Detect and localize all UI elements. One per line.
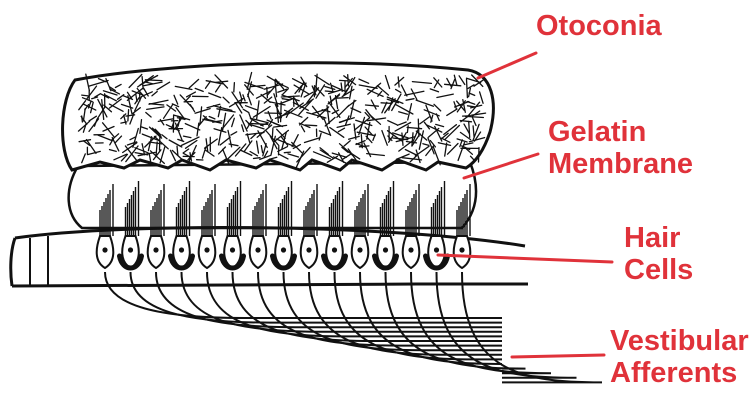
vestibular-afferents-label: Vestibular Afferents xyxy=(610,325,749,389)
otoconia-crystal xyxy=(284,152,290,153)
hair-cell-nucleus xyxy=(128,247,133,252)
otoconia-crystal xyxy=(305,125,317,126)
otoconia-crystal xyxy=(336,98,349,99)
afferents-label-line-2: Afferents xyxy=(610,357,749,389)
hair-cells-label-line-2: Cells xyxy=(624,254,693,286)
otoconia-pointer-line xyxy=(478,53,536,78)
hair-cell-nucleus xyxy=(230,247,235,252)
hair-cell-nucleus xyxy=(281,247,286,252)
hair-cells-label: Hair Cells xyxy=(624,222,693,286)
otoconia-crystal xyxy=(479,148,480,162)
otoconia-crystal xyxy=(340,80,349,81)
hair-cell-nucleus xyxy=(102,247,107,252)
otoconia-crystal xyxy=(381,103,391,104)
otoconia-label: Otoconia xyxy=(536,10,662,42)
vestibular-afferent-fibers xyxy=(105,272,602,382)
hair-cell-nucleus xyxy=(357,247,362,252)
otoconia-crystal xyxy=(145,80,162,81)
epithelium-left-edge xyxy=(11,238,15,286)
otoconia-crystal xyxy=(128,110,129,121)
otoconia-crystal xyxy=(82,95,88,96)
hair-cell-nucleus xyxy=(153,247,158,252)
gelatin-label-line-2: Membrane xyxy=(548,148,693,180)
hair-cells-label-line-1: Hair xyxy=(624,222,693,254)
hair-cell-nucleus xyxy=(255,247,260,252)
afferents-label-line-1: Vestibular xyxy=(610,325,749,357)
hair-cell-nucleus xyxy=(383,247,388,252)
otoconia-crystal xyxy=(177,146,178,155)
otoconia-label-text: Otoconia xyxy=(536,10,662,42)
hair-cell-nucleus xyxy=(434,247,439,252)
epithelium-top-edge xyxy=(15,228,525,246)
otoconia-crystal xyxy=(281,102,282,122)
otoconia-crystal xyxy=(254,158,261,159)
hair-cell-nucleus xyxy=(459,247,464,252)
otoconia-layer xyxy=(63,63,494,170)
otoconia-crystal xyxy=(467,79,468,98)
hair-cell-nucleus xyxy=(306,247,311,252)
otoconia-crystal xyxy=(272,128,273,137)
hair-cell-nucleus xyxy=(408,247,413,252)
hair-cell-nucleus xyxy=(332,247,337,252)
epithelium-bottom-edge xyxy=(12,284,528,286)
otoconia-crystal xyxy=(325,91,334,92)
afferents-pointer-line xyxy=(512,355,604,357)
hair-cell-nucleus xyxy=(179,247,184,252)
otoconia-crystal xyxy=(234,83,235,92)
gelatin-label-line-1: Gelatin xyxy=(548,116,693,148)
hair-cell-nucleus xyxy=(204,247,209,252)
gelatin-membrane-label: Gelatin Membrane xyxy=(548,116,693,180)
